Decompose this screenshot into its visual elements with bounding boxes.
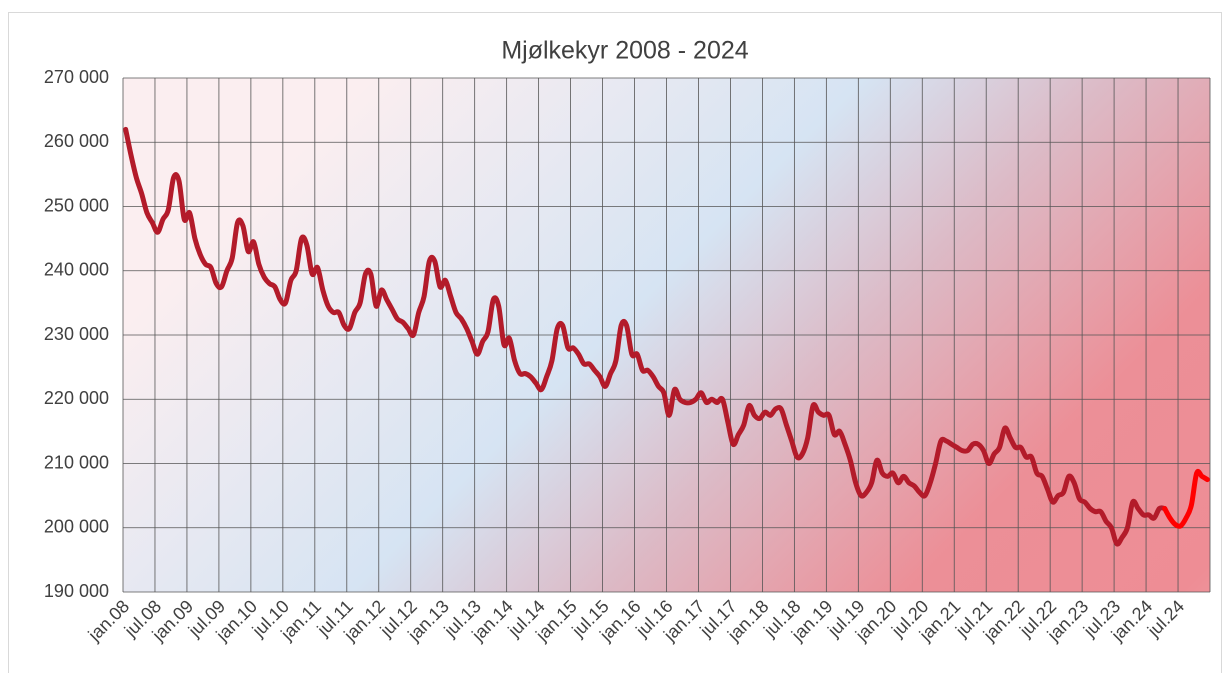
y-tick-label: 250 000 <box>44 195 109 215</box>
y-tick-label: 210 000 <box>44 452 109 472</box>
y-tick-label: 270 000 <box>44 67 109 87</box>
chart-title: Mjølkekyr 2008 - 2024 <box>501 37 748 65</box>
data-line <box>1162 468 1210 529</box>
y-tick-label: 240 000 <box>44 260 109 280</box>
y-tick-label: 260 000 <box>44 131 109 151</box>
data-line <box>123 126 1168 547</box>
y-tick-label: 230 000 <box>44 324 109 344</box>
y-tick-label: 220 000 <box>44 388 109 408</box>
y-tick-label: 200 000 <box>44 517 109 537</box>
y-tick-label: 190 000 <box>44 581 109 601</box>
